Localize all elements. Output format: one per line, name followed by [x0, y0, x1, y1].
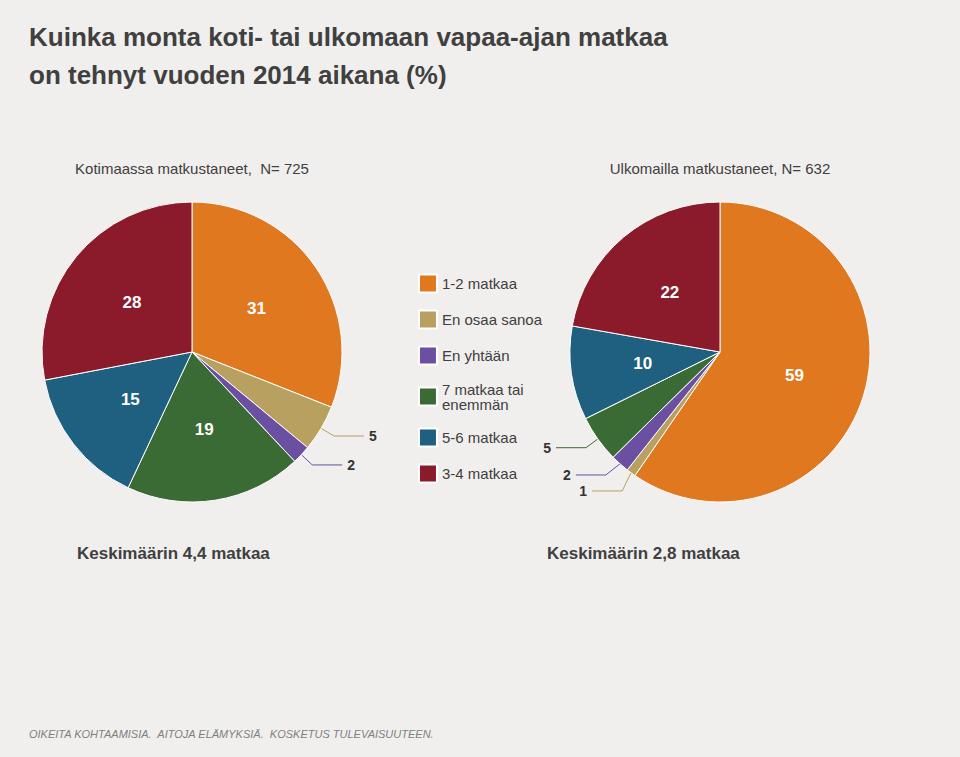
svg-text:Kuinka monta koti- tai ulkomaa: Kuinka monta koti- tai ulkomaan vapaa-aj… [29, 22, 668, 52]
svg-text:En yhtään: En yhtään [442, 347, 510, 364]
svg-text:2: 2 [347, 457, 355, 473]
svg-text:3-4 matkaa: 3-4 matkaa [442, 465, 518, 482]
svg-text:Keskimäärin 4,4 matkaa: Keskimäärin 4,4 matkaa [77, 544, 270, 563]
svg-text:22: 22 [660, 283, 679, 302]
svg-text:5: 5 [369, 428, 377, 444]
svg-text:59: 59 [785, 366, 804, 385]
svg-text:10: 10 [633, 354, 652, 373]
svg-text:Keskimäärin 2,8 matkaa: Keskimäärin 2,8 matkaa [547, 544, 740, 563]
svg-text:1-2 matkaa: 1-2 matkaa [442, 275, 518, 292]
svg-text:15: 15 [121, 390, 140, 409]
svg-text:Kotimaassa matkustaneet, N= 7: Kotimaassa matkustaneet, N= 725 [75, 160, 309, 177]
svg-text:5: 5 [543, 440, 551, 456]
svg-text:2: 2 [563, 467, 571, 483]
svg-text:5-6 matkaa: 5-6 matkaa [442, 429, 518, 446]
svg-text:on tehnyt vuoden 2014 aikana (: on tehnyt vuoden 2014 aikana (%) [29, 60, 447, 90]
svg-text:enemmän: enemmän [442, 396, 509, 413]
svg-text:Ulkomailla matkustaneet, N= 63: Ulkomailla matkustaneet, N= 632 [610, 160, 831, 177]
svg-text:OIKEITA KOHTAAMISIA. AITOJA E: OIKEITA KOHTAAMISIA. AITOJA ELÄMYKSIÄ. K… [29, 728, 434, 740]
svg-text:En osaa sanoa: En osaa sanoa [442, 311, 543, 328]
svg-text:31: 31 [247, 299, 266, 318]
svg-text:1: 1 [579, 483, 587, 499]
svg-text:28: 28 [122, 293, 141, 312]
svg-text:7 matkaa tai: 7 matkaa tai [442, 380, 524, 398]
svg-text:19: 19 [195, 420, 214, 439]
